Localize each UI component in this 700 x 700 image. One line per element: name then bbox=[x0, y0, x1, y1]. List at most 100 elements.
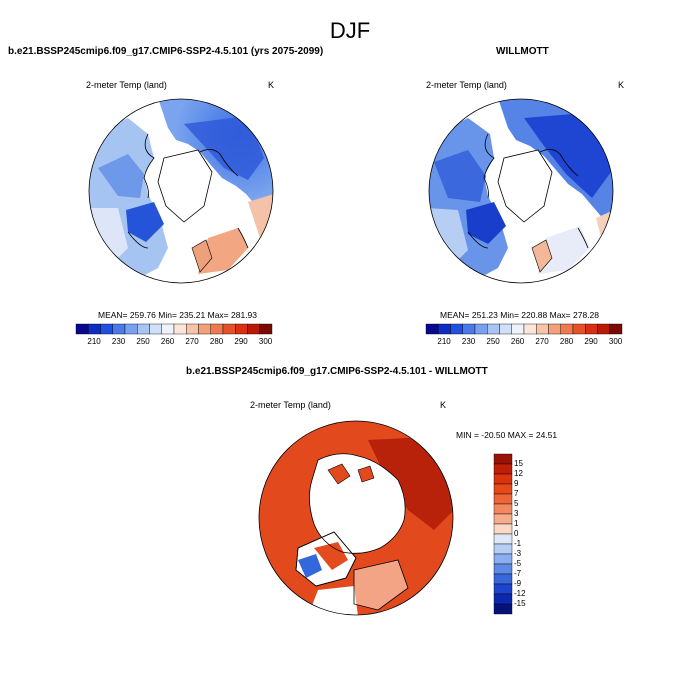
diff-colorbar-label: 9 bbox=[514, 479, 519, 488]
diff-colorbar-label: 7 bbox=[514, 489, 519, 498]
model-colorbar-swatch bbox=[235, 323, 248, 335]
diff-colorbar-label: 1 bbox=[514, 519, 519, 528]
diff-colorbar-swatch bbox=[493, 543, 513, 555]
diff-colorbar-swatch bbox=[493, 573, 513, 585]
diff-colorbar-swatch bbox=[493, 503, 513, 515]
diff-colorbar-swatch bbox=[493, 493, 513, 505]
greenland-ice bbox=[497, 149, 553, 223]
obs-colorbar-label: 300 bbox=[608, 337, 623, 346]
model-units-label: K bbox=[268, 80, 275, 90]
model-colorbar-swatch bbox=[173, 323, 187, 335]
obs-polar-map bbox=[428, 98, 614, 284]
model-colorbar-swatch bbox=[124, 323, 138, 335]
diff-colorbar-swatch bbox=[493, 473, 513, 485]
obs-colorbar-swatch bbox=[499, 323, 512, 335]
greenland-cooling bbox=[298, 554, 322, 578]
diff-colorbar-label: 15 bbox=[514, 459, 523, 468]
model-colorbar-swatch bbox=[149, 323, 162, 335]
diff-colorbar-swatch bbox=[493, 513, 513, 525]
model-colorbar-swatch bbox=[247, 323, 260, 335]
model-colorbar-label: 300 bbox=[258, 337, 273, 346]
diff-polar-map bbox=[258, 420, 454, 616]
obs-colorbar-swatch bbox=[548, 323, 561, 335]
siberia-cold-core bbox=[184, 116, 264, 180]
obs-colorbar-labels: 210 230 250 260 270 280 290 300 bbox=[426, 337, 622, 349]
hudson-cold-core bbox=[466, 202, 506, 244]
model-colorbar-swatch bbox=[100, 323, 113, 335]
obs-colorbar-label: 230 bbox=[461, 337, 476, 346]
diff-colorbar-label: -5 bbox=[514, 559, 522, 568]
obs-colorbar-swatch bbox=[560, 323, 574, 335]
model-colorbar-swatch bbox=[198, 323, 211, 335]
diff-colorbar-label: -3 bbox=[514, 549, 522, 558]
model-colorbar-label: 260 bbox=[160, 337, 175, 346]
diff-colorbar-labels: 15 12 9 7 5 3 1 0 -1 -3 -5 -7 -9 -12 -15 bbox=[514, 454, 554, 614]
diff-variable-label: 2-meter Temp (land) bbox=[250, 400, 331, 410]
diff-colorbar-swatch bbox=[493, 553, 513, 565]
obs-colorbar-swatch bbox=[438, 323, 451, 335]
obs-colorbar-swatch bbox=[609, 323, 623, 335]
diff-colorbar-label: -15 bbox=[514, 599, 526, 608]
coastline bbox=[127, 133, 249, 249]
diff-colorbar-label: 5 bbox=[514, 499, 519, 508]
model-colorbar-swatch bbox=[161, 323, 175, 335]
diff-colorbar-label: -9 bbox=[514, 579, 522, 588]
obs-colorbar-label: 260 bbox=[510, 337, 525, 346]
obs-colorbar-swatch bbox=[450, 323, 463, 335]
model-colorbar-swatch bbox=[75, 323, 89, 335]
europe-region bbox=[538, 226, 590, 274]
obs-colorbar-swatch bbox=[462, 323, 476, 335]
obs-colorbar-label: 250 bbox=[486, 337, 500, 346]
model-colorbar-swatch bbox=[137, 323, 150, 335]
obs-colorbar-label: 280 bbox=[559, 337, 574, 346]
model-colorbar-label: 250 bbox=[136, 337, 150, 346]
model-colorbar bbox=[75, 323, 273, 335]
model-polar-map bbox=[88, 98, 274, 284]
diff-stats: MIN = -20.50 MAX = 24.51 bbox=[456, 430, 558, 440]
ocean-north bbox=[309, 453, 406, 554]
model-colorbar-swatch bbox=[210, 323, 224, 335]
obs-colorbar-swatch bbox=[511, 323, 525, 335]
obs-colorbar-label: 210 bbox=[437, 337, 451, 346]
obs-colorbar-swatch bbox=[536, 323, 549, 335]
diff-colorbar-label: -1 bbox=[514, 539, 522, 548]
obs-panel-title: WILLMOTT bbox=[496, 46, 549, 57]
diff-colorbar-label: -7 bbox=[514, 569, 522, 578]
diff-colorbar-label: 0 bbox=[514, 529, 519, 538]
obs-colorbar-swatch bbox=[585, 323, 598, 335]
obs-colorbar-swatch bbox=[487, 323, 500, 335]
greenland-warming bbox=[314, 542, 348, 570]
diff-colorbar-swatch bbox=[493, 533, 513, 545]
diff-colorbar-label: 3 bbox=[514, 509, 519, 518]
siberia-cold-core bbox=[524, 112, 613, 198]
diff-colorbar-swatch bbox=[493, 453, 513, 465]
obs-units-label: K bbox=[618, 80, 625, 90]
model-colorbar-swatch bbox=[88, 323, 101, 335]
obs-variable-label: 2-meter Temp (land) bbox=[426, 80, 507, 90]
model-colorbar-swatch bbox=[222, 323, 236, 335]
model-colorbar-swatch bbox=[259, 323, 273, 335]
obs-colorbar-swatch bbox=[572, 323, 586, 335]
greenland-ice bbox=[157, 149, 213, 223]
model-colorbar-label: 210 bbox=[87, 337, 101, 346]
model-colorbar-labels: 210 230 250 260 270 280 290 300 bbox=[76, 337, 272, 349]
model-colorbar-label: 230 bbox=[111, 337, 126, 346]
scandinavia bbox=[191, 239, 213, 273]
obs-colorbar-label: 290 bbox=[584, 337, 598, 346]
diff-colorbar-label: 12 bbox=[514, 469, 523, 478]
coastline bbox=[467, 133, 589, 249]
obs-colorbar bbox=[425, 323, 623, 335]
obs-colorbar-swatch bbox=[597, 323, 610, 335]
model-colorbar-label: 270 bbox=[185, 337, 199, 346]
season-title: DJF bbox=[329, 18, 371, 43]
diff-colorbar-label: -12 bbox=[514, 589, 526, 598]
arctic-islands bbox=[327, 463, 375, 485]
scandinavia bbox=[531, 239, 553, 273]
model-colorbar-label: 280 bbox=[209, 337, 224, 346]
obs-stats: MEAN= 251.23 Min= 220.88 Max= 278.28 bbox=[440, 310, 600, 320]
diff-colorbar-swatch bbox=[493, 603, 513, 615]
diff-panel-title: b.e21.BSSP245cmip6.f09_g17.CMIP6-SSP2-4.… bbox=[186, 366, 488, 377]
coastline bbox=[295, 453, 409, 611]
europe-warm bbox=[198, 228, 248, 274]
diff-colorbar-swatch bbox=[493, 583, 513, 595]
